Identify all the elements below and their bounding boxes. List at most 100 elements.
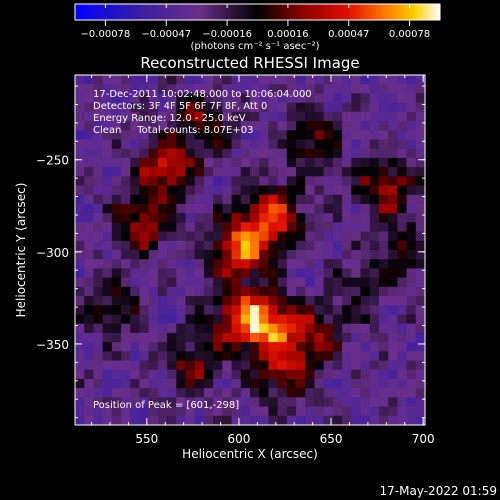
heatmap-cell xyxy=(351,84,361,94)
heatmap-cell xyxy=(360,185,371,196)
heatmap-cell xyxy=(342,277,352,288)
heatmap-cell xyxy=(378,139,389,150)
heatmap-cell xyxy=(102,84,113,94)
heatmap-cell xyxy=(167,148,177,159)
heatmap-cell xyxy=(296,231,306,242)
heatmap-cell xyxy=(84,240,94,251)
heatmap-cell xyxy=(259,268,269,279)
heatmap-cell xyxy=(167,194,177,205)
heatmap-cell xyxy=(139,360,150,371)
heatmap-cell xyxy=(176,157,186,168)
heatmap-cell xyxy=(296,121,306,131)
heatmap-cell xyxy=(360,93,371,104)
heatmap-cell xyxy=(157,296,168,306)
heatmap-cell xyxy=(176,314,186,325)
heatmap-cell xyxy=(93,93,104,104)
heatmap-cell xyxy=(286,268,297,279)
heatmap-cell xyxy=(167,157,177,168)
info-line-energy: Energy Range: 12.0 - 25.0 keV xyxy=(93,113,246,124)
heatmap-cell xyxy=(194,130,205,140)
heatmap-cell xyxy=(203,406,214,417)
heatmap-cell xyxy=(360,176,371,186)
heatmap-cell xyxy=(342,305,352,315)
heatmap-cell xyxy=(378,314,389,325)
heatmap-cell xyxy=(397,415,407,426)
heatmap-cell xyxy=(93,185,104,196)
heatmap-cell xyxy=(111,415,122,426)
heatmap-cell xyxy=(360,388,371,398)
heatmap-cell xyxy=(139,75,150,85)
heatmap-cell xyxy=(351,369,361,380)
colorbar-tick-label: 0.00016 xyxy=(267,29,308,40)
heatmap-cell xyxy=(231,213,242,223)
heatmap-cell xyxy=(332,167,343,177)
heatmap-cell xyxy=(250,157,260,168)
heatmap-cell xyxy=(240,378,251,389)
heatmap-cell xyxy=(102,194,113,205)
heatmap-cell xyxy=(332,415,343,426)
heatmap-cell xyxy=(360,415,371,426)
heatmap-cell xyxy=(369,323,380,334)
heatmap-cell xyxy=(130,397,140,407)
heatmap-cell xyxy=(130,259,140,269)
heatmap-cell xyxy=(314,406,325,417)
heatmap-cell xyxy=(93,378,104,389)
heatmap-cell xyxy=(102,240,113,251)
heatmap-cell xyxy=(93,203,104,214)
heatmap-cell xyxy=(388,351,398,361)
heatmap-cell xyxy=(250,250,260,260)
heatmap-cell xyxy=(296,148,306,159)
heatmap-cell xyxy=(111,148,122,159)
heatmap-cell xyxy=(323,277,334,288)
heatmap-cell xyxy=(268,415,279,426)
heatmap-cell xyxy=(277,130,288,140)
heatmap-cell xyxy=(296,314,306,325)
heatmap-cell xyxy=(240,111,251,122)
heatmap-cell xyxy=(148,139,159,150)
heatmap-cell xyxy=(342,84,352,94)
heatmap-cell xyxy=(185,314,196,325)
heatmap-cell xyxy=(323,378,334,389)
heatmap-cell xyxy=(397,305,407,315)
heatmap-cell xyxy=(111,84,122,94)
heatmap-cell xyxy=(314,415,325,426)
heatmap-cell xyxy=(231,323,242,334)
heatmap-cell xyxy=(167,415,177,426)
heatmap-cell xyxy=(213,296,223,306)
heatmap-cell xyxy=(121,332,131,343)
heatmap-cell xyxy=(268,167,279,177)
heatmap-cell xyxy=(360,121,371,131)
heatmap-cell xyxy=(157,323,168,334)
heatmap-cell xyxy=(121,406,131,417)
heatmap-cell xyxy=(415,213,426,223)
heatmap-cell xyxy=(111,360,122,371)
heatmap-cell xyxy=(148,351,159,361)
heatmap-cell xyxy=(84,360,94,371)
heatmap-cell xyxy=(388,277,398,288)
heatmap-cell xyxy=(286,296,297,306)
heatmap-cell xyxy=(406,305,417,315)
heatmap-cell xyxy=(360,277,371,288)
heatmap-cell xyxy=(203,130,214,140)
heatmap-cell xyxy=(231,157,242,168)
heatmap-cell xyxy=(360,360,371,371)
heatmap-cell xyxy=(314,259,325,269)
heatmap-cell xyxy=(378,305,389,315)
heatmap-cell xyxy=(296,194,306,205)
heatmap-cell xyxy=(342,213,352,223)
heatmap-cell xyxy=(286,342,297,352)
heatmap-cell xyxy=(378,351,389,361)
heatmap-cell xyxy=(102,406,113,417)
heatmap-cell xyxy=(296,167,306,177)
heatmap-cell xyxy=(323,250,334,260)
heatmap-cell xyxy=(157,240,168,251)
heatmap-cell xyxy=(305,323,315,334)
heatmap-cell xyxy=(84,286,94,297)
heatmap-cell xyxy=(203,388,214,398)
heatmap-cell xyxy=(93,148,104,159)
heatmap-cell xyxy=(250,268,260,279)
heatmap-cell xyxy=(139,240,150,251)
heatmap-cell xyxy=(157,314,168,325)
heatmap-cell xyxy=(203,360,214,371)
heatmap-cell xyxy=(378,102,389,113)
